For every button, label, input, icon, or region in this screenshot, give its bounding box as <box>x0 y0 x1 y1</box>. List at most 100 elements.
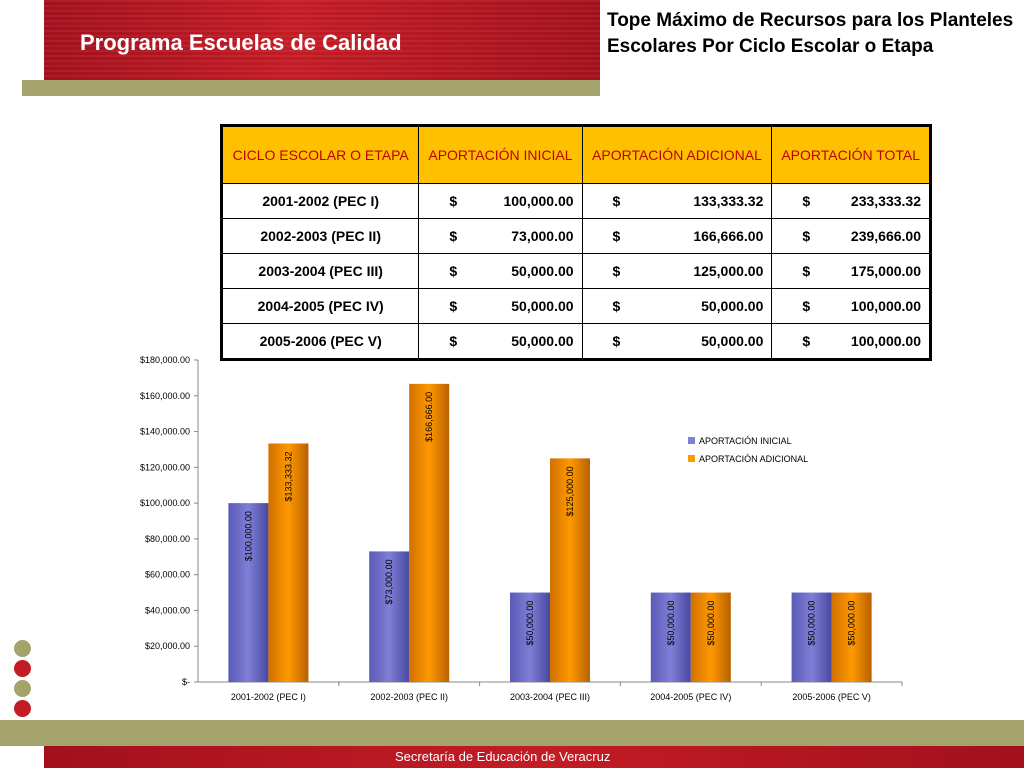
amount-cell: $50,000.00 <box>581 288 773 324</box>
y-tick-label: $80,000.00 <box>145 534 190 544</box>
amount-cell: $233,333.32 <box>771 183 931 219</box>
resources-table: CICLO ESCOLAR O ETAPA APORTACIÓN INICIAL… <box>220 124 932 361</box>
table-row: 2003-2004 (PEC III) $50,000.00 $125,000.00… <box>220 253 931 289</box>
y-tick-label: $160,000.00 <box>140 391 190 401</box>
amount-value: 50,000.00 <box>701 333 764 349</box>
bar-inicial <box>510 592 550 682</box>
bar-adicional <box>690 592 731 682</box>
decorative-dot <box>14 680 31 697</box>
header-band <box>44 0 600 80</box>
amount-value: 50,000.00 <box>701 298 764 314</box>
chart: $- $20,000.00 $40,000.00 $60,000.00 $80,000.… <box>120 350 920 710</box>
footer-text: Secretaría de Educación de Veracruz <box>395 749 611 764</box>
legend-label: APORTACIÓN ADICIONAL <box>699 454 808 464</box>
decorative-dot <box>14 700 31 717</box>
table-row: 2004-2005 (PEC IV) $50,000.00 $50,000.00 $1… <box>220 288 931 324</box>
amount-cell: $133,333.32 <box>581 183 773 219</box>
table-row: 2002-2003 (PEC II) $73,000.00 $166,666.00 $… <box>220 218 931 254</box>
bar-inicial <box>228 503 269 682</box>
amount-cell: $50,000.00 <box>581 323 773 360</box>
currency-symbol: $ <box>612 333 621 349</box>
table-body: 2001-2002 (PEC I) $100,000.00 $133,333.32 $… <box>220 183 931 360</box>
amount-value: 125,000.00 <box>693 263 764 279</box>
bar-inicial <box>650 592 691 682</box>
bar-data-label: $50,000.00 <box>706 601 716 646</box>
amount-cell: $166,666.00 <box>581 218 773 254</box>
currency-symbol: $ <box>449 228 458 244</box>
currency-symbol: $ <box>802 298 811 314</box>
amount-value: 50,000.00 <box>511 333 574 349</box>
x-tick-label: 2002-2003 (PEC II) <box>370 692 448 702</box>
table-row: 2005-2006 (PEC V) $50,000.00 $50,000.00 $10… <box>220 323 931 360</box>
amount-cell: $125,000.00 <box>581 253 773 289</box>
currency-symbol: $ <box>449 333 458 349</box>
table-row: 2001-2002 (PEC I) $100,000.00 $133,333.32 $… <box>220 183 931 219</box>
currency-symbol: $ <box>612 298 621 314</box>
bar-data-label: $125,000.00 <box>565 466 575 516</box>
x-tick-label: 2005-2006 (PEC V) <box>792 692 871 702</box>
amount-value: 100,000.00 <box>850 333 921 349</box>
currency-symbol: $ <box>449 193 458 209</box>
currency-symbol: $ <box>802 263 811 279</box>
bar-chart: $- $20,000.00 $40,000.00 $60,000.00 $80,000.… <box>140 355 903 702</box>
amount-value: 175,000.00 <box>850 263 921 279</box>
amount-value: 100,000.00 <box>850 298 921 314</box>
amount-value: 133,333.32 <box>693 193 764 209</box>
bar-inicial <box>791 592 832 682</box>
cycle-cell: 2003-2004 (PEC III) <box>220 253 420 289</box>
column-header-initial: APORTACIÓN INICIAL <box>418 125 583 184</box>
amount-value: 233,333.32 <box>850 193 921 209</box>
page-title: Tope Máximo de Recursos para los Plantel… <box>607 10 1014 57</box>
bar-data-label: $100,000.00 <box>243 511 253 561</box>
amount-value: 100,000.00 <box>503 193 574 209</box>
bar-data-label: $50,000.00 <box>666 601 676 646</box>
currency-symbol: $ <box>612 193 621 209</box>
x-tick-label: 2003-2004 (PEC III) <box>510 692 590 702</box>
bar-data-label: $50,000.00 <box>807 601 817 646</box>
amount-value: 239,666.00 <box>850 228 921 244</box>
legend-label: APORTACIÓN INICIAL <box>699 436 792 446</box>
x-tick-label: 2004-2005 (PEC IV) <box>650 692 731 702</box>
amount-value: 166,666.00 <box>693 228 764 244</box>
bar-data-label: $50,000.00 <box>525 601 535 646</box>
bar-adicional <box>268 443 309 682</box>
table-header-row: CICLO ESCOLAR O ETAPA APORTACIÓN INICIAL… <box>220 125 931 184</box>
header-stripes <box>44 0 600 80</box>
amount-cell: $175,000.00 <box>771 253 931 289</box>
amount-cell: $100,000.00 <box>771 288 931 324</box>
footer-band <box>44 746 1024 768</box>
column-header-cycle: CICLO ESCOLAR O ETAPA <box>220 125 420 184</box>
x-tick-label: 2001-2002 (PEC I) <box>231 692 306 702</box>
y-tick-label: $140,000.00 <box>140 427 190 437</box>
y-tick-label: $- <box>182 677 190 687</box>
column-header-total: APORTACIÓN TOTAL <box>771 125 931 184</box>
y-tick-label: $100,000.00 <box>140 498 190 508</box>
cycle-cell: 2005-2006 (PEC V) <box>220 323 420 360</box>
currency-symbol: $ <box>612 228 621 244</box>
legend-swatch <box>688 455 695 462</box>
amount-value: 73,000.00 <box>511 228 574 244</box>
header-accent-bar <box>22 80 600 96</box>
bar-data-label: $133,333.32 <box>283 451 293 501</box>
footer-accent-bar <box>0 720 1024 746</box>
decorative-dots <box>14 640 31 720</box>
column-header-additional: APORTACIÓN ADICIONAL <box>581 125 773 184</box>
bar-adicional <box>831 592 872 682</box>
amount-value: 50,000.00 <box>511 263 574 279</box>
amount-cell: $50,000.00 <box>418 323 583 360</box>
amount-cell: $50,000.00 <box>418 288 583 324</box>
y-tick-label: $180,000.00 <box>140 355 190 365</box>
decorative-dot <box>14 640 31 657</box>
bar-data-label: $50,000.00 <box>847 601 857 646</box>
header-title: Programa Escuelas de Calidad <box>80 30 402 55</box>
currency-symbol: $ <box>449 298 458 314</box>
currency-symbol: $ <box>802 333 811 349</box>
bar-data-label: $166,666.00 <box>424 392 434 442</box>
legend-swatch <box>688 437 695 444</box>
bar-inicial <box>369 551 410 682</box>
cycle-cell: 2004-2005 (PEC IV) <box>220 288 420 324</box>
bar-data-label: $73,000.00 <box>384 559 394 604</box>
amount-value: 50,000.00 <box>511 298 574 314</box>
y-tick-label: $40,000.00 <box>145 605 190 615</box>
amount-cell: $239,666.00 <box>771 218 931 254</box>
